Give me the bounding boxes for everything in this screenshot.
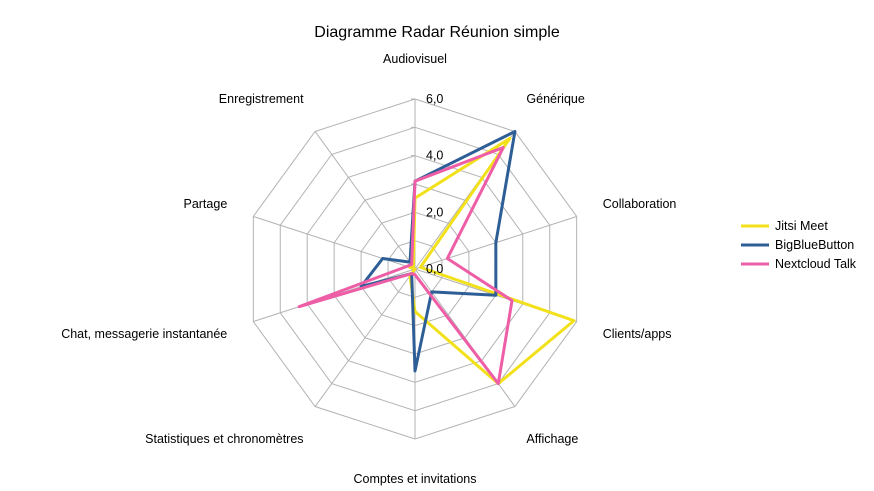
legend-label: Nextcloud Talk: [775, 257, 857, 271]
series-group: [297, 129, 576, 386]
grid-spoke: [314, 131, 416, 270]
tick-label: 2,0: [426, 205, 443, 219]
series-line-2: [297, 146, 514, 386]
axis-label: Partage: [183, 197, 227, 211]
axis-label: Générique: [526, 92, 584, 106]
tick-label: 0,0: [426, 262, 443, 276]
axis-label: Enregistrement: [219, 92, 304, 106]
axis-label: Collaboration: [603, 197, 677, 211]
tick-label: 4,0: [426, 149, 443, 163]
axis-label: Comptes et invitations: [354, 472, 477, 486]
axis-label: Statistiques et chronomètres: [145, 432, 303, 446]
series-line-1: [359, 129, 517, 373]
legend-label: BigBlueButton: [775, 238, 854, 252]
axis-label: Chat, messagerie instantanée: [61, 327, 227, 341]
series-line-0: [408, 136, 576, 386]
axis-labels: Audiovisuel Générique Collaboration Clients…: [61, 52, 676, 486]
axis-label: Audiovisuel: [383, 52, 447, 66]
legend: Jitsi Meet BigBlueButton Nextcloud Talk: [741, 219, 857, 271]
axis-label: Clients/apps: [603, 327, 672, 341]
tick-labels: 0,0 2,0 4,0 6,0: [426, 92, 443, 276]
tick-label: 6,0: [426, 92, 443, 106]
grid-spoke: [314, 268, 416, 407]
axis-label: Affichage: [526, 432, 578, 446]
legend-label: Jitsi Meet: [775, 219, 828, 233]
chart-title: Diagramme Radar Réunion simple: [314, 24, 560, 41]
